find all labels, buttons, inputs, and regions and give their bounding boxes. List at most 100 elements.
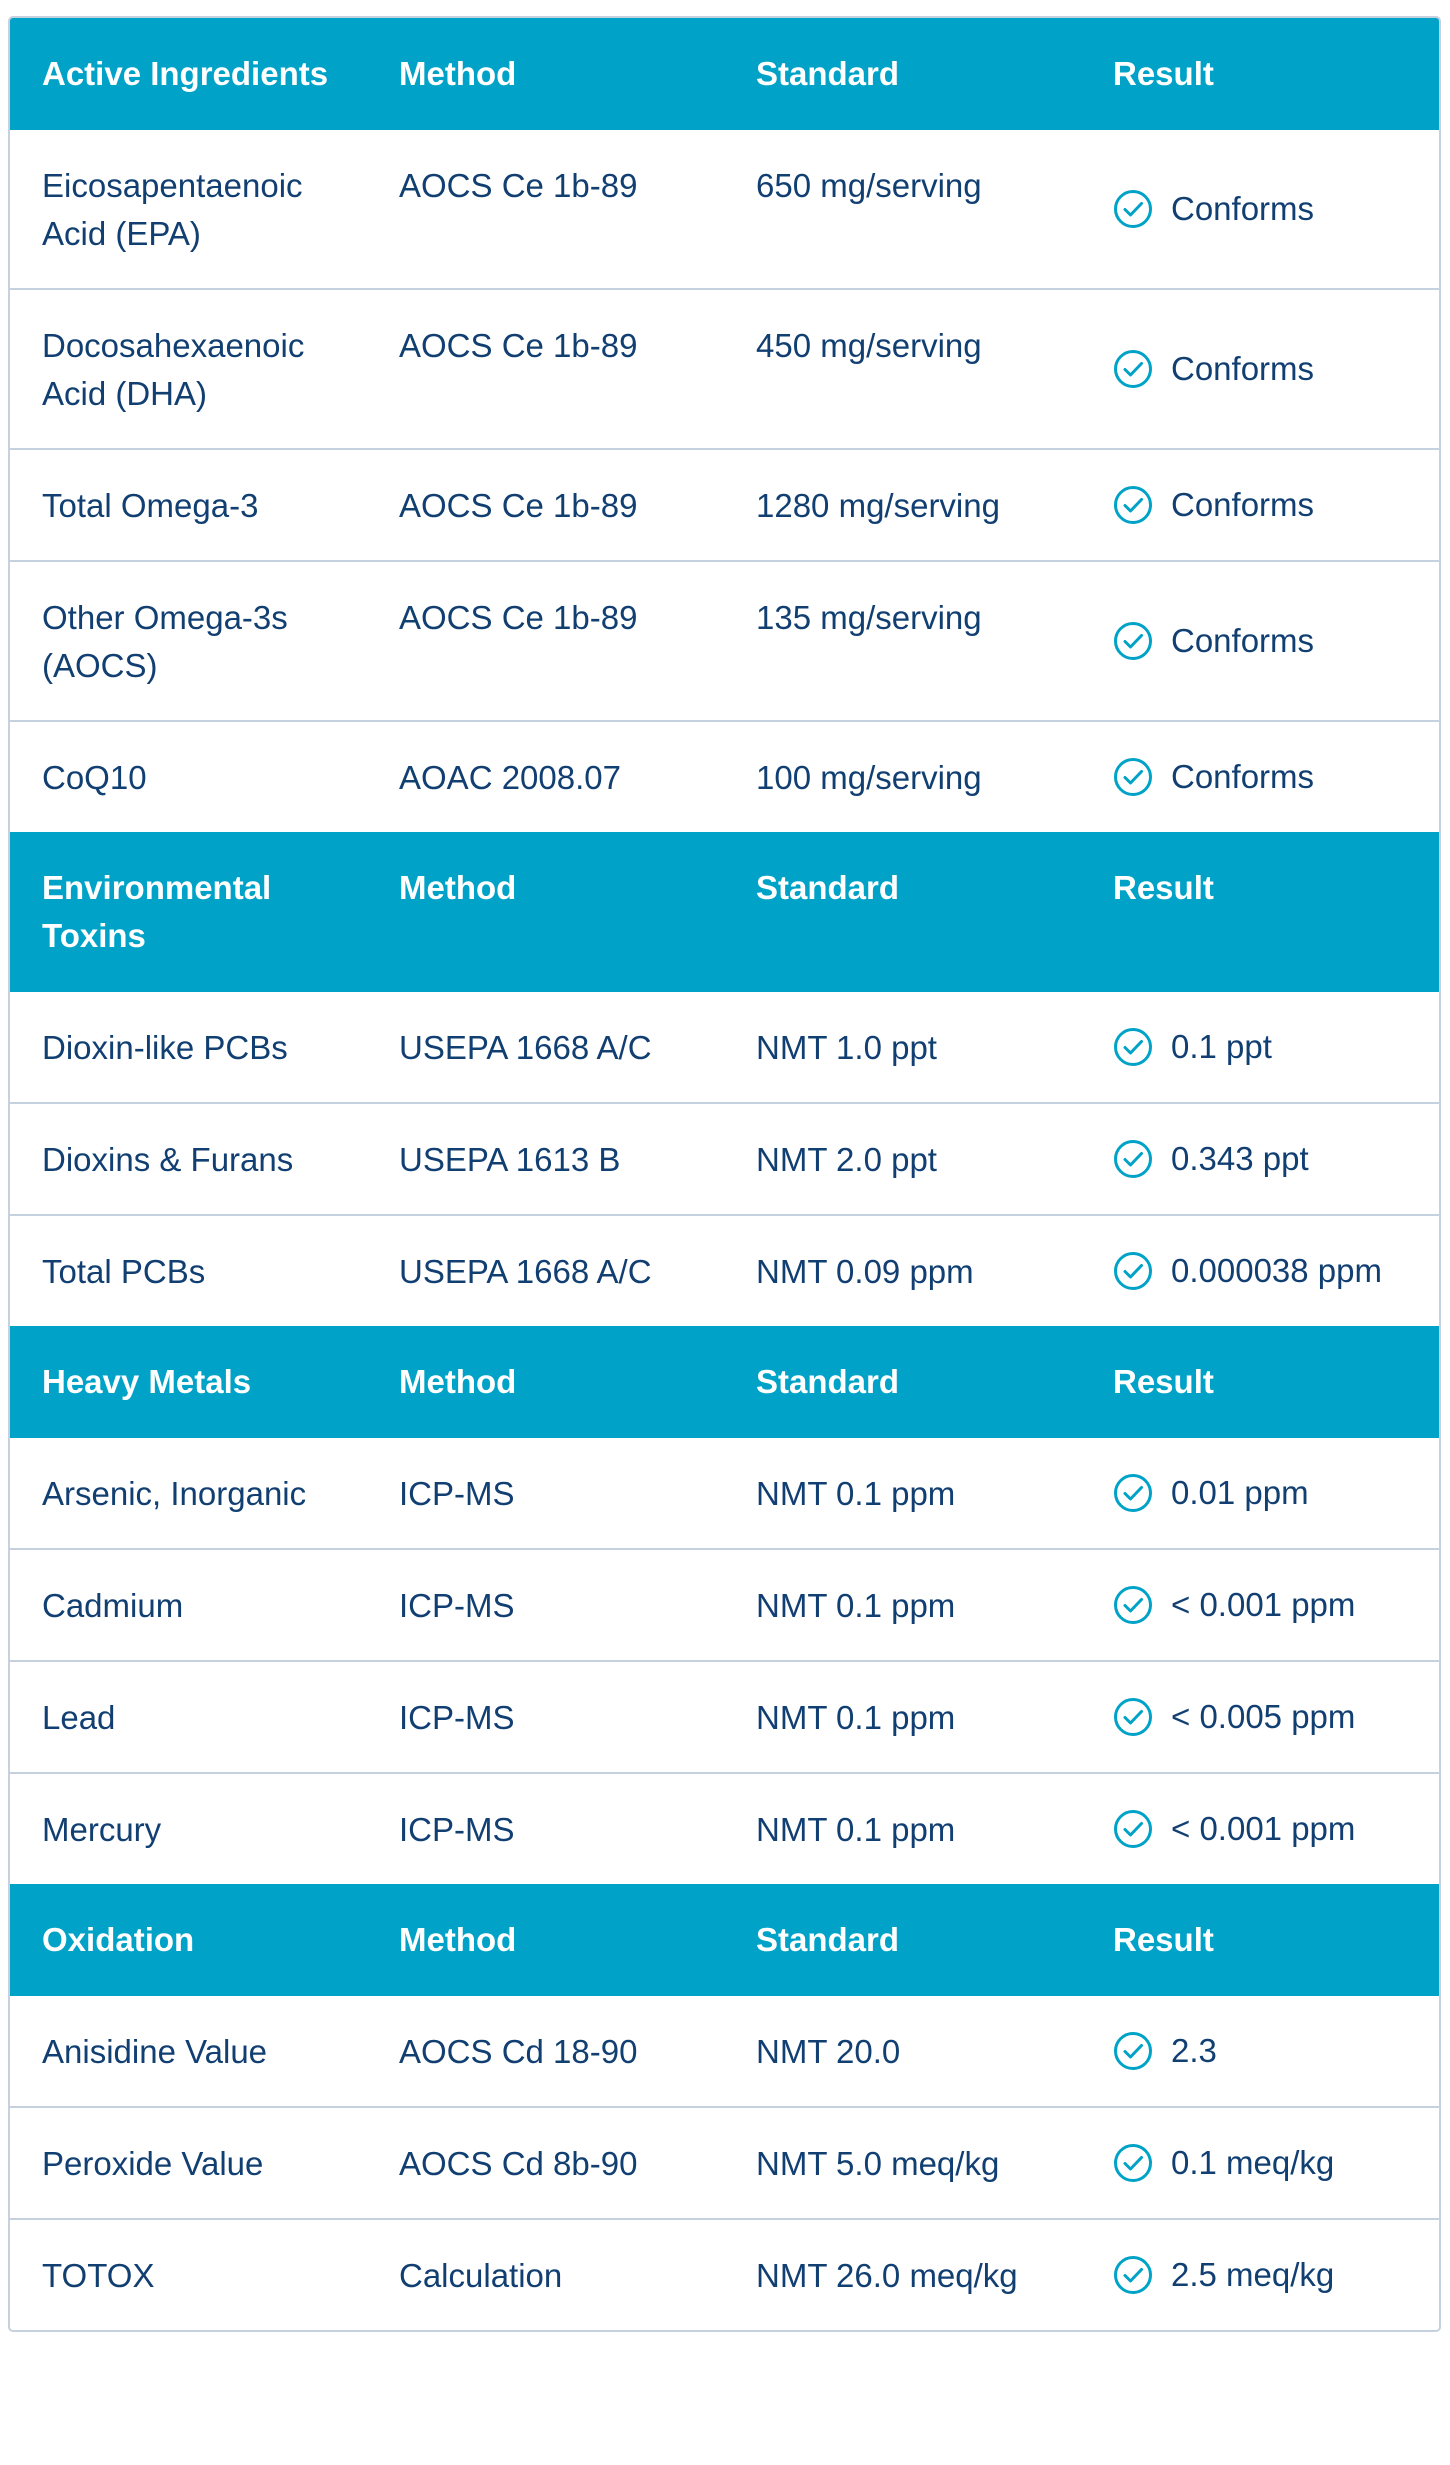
section-body-environmental-toxins: Dioxin-like PCBs USEPA 1668 A/C NMT 1.0 pp… [10, 992, 1439, 1326]
standard-value: NMT 5.0 meq/kg [756, 2145, 1000, 2182]
table-row: TOTOX Calculation NMT 26.0 meq/kg 2.5 meq/k… [10, 2220, 1439, 2330]
check-circle-icon [1113, 621, 1153, 661]
test-method: Calculation [399, 2257, 563, 2294]
table-row: Mercury ICP-MS NMT 0.1 ppm < 0.001 ppm [10, 1774, 1439, 1884]
column-header-result: Result [1113, 55, 1214, 92]
result-value: < 0.001 ppm [1171, 1586, 1356, 1623]
standard-value: NMT 20.0 [756, 2033, 901, 2070]
result-cell: 2.5 meq/kg [1081, 2220, 1439, 2330]
table-row: Cadmium ICP-MS NMT 0.1 ppm < 0.001 ppm [10, 1550, 1439, 1662]
result-cell: Conforms [1081, 562, 1439, 720]
test-method: AOCS Ce 1b-89 [399, 327, 638, 364]
section-title: Environmental Toxins [42, 869, 272, 954]
result-value: Conforms [1171, 486, 1315, 523]
table-row: Dioxins & Furans USEPA 1613 B NMT 2.0 ppt 0… [10, 1104, 1439, 1216]
result-cell: 2.3 [1081, 1996, 1439, 2106]
check-circle-icon [1113, 1473, 1153, 1513]
result-cell: Conforms [1081, 130, 1439, 288]
section-header-environmental-toxins: Environmental Toxins Method Standard Res… [10, 832, 1439, 992]
check-circle-icon [1113, 757, 1153, 797]
table-row: Other Omega-3s (AOCS) AOCS Ce 1b-89 135 mg… [10, 562, 1439, 722]
column-header-standard: Standard [756, 869, 900, 906]
column-header-standard: Standard [756, 1363, 900, 1400]
check-circle-icon [1113, 2143, 1153, 2183]
column-header-result: Result [1113, 1363, 1214, 1400]
section-header-active-ingredients: Active Ingredients Method Standard Resul… [10, 18, 1439, 130]
table-row: Docosahexaenoic Acid (DHA) AOCS Ce 1b-89 4… [10, 290, 1439, 450]
analyte-name: Mercury [42, 1811, 162, 1848]
analyte-name: Eicosapentaenoic Acid (EPA) [42, 167, 303, 252]
column-header-method: Method [399, 55, 517, 92]
result-cell: < 0.005 ppm [1081, 1662, 1439, 1772]
section-title: Oxidation [42, 1921, 195, 1958]
standard-value: 650 mg/serving [756, 167, 982, 204]
result-cell: 0.01 ppm [1081, 1438, 1439, 1548]
standard-value: 100 mg/serving [756, 759, 982, 796]
test-method: AOCS Cd 8b-90 [399, 2145, 638, 2182]
result-value: 0.1 meq/kg [1171, 2144, 1335, 2181]
table-row: Total Omega-3 AOCS Ce 1b-89 1280 mg/servin… [10, 450, 1439, 562]
column-header-standard: Standard [756, 55, 900, 92]
check-circle-icon [1113, 189, 1153, 229]
table-row: Peroxide Value AOCS Cd 8b-90 NMT 5.0 meq/k… [10, 2108, 1439, 2220]
table-row: Eicosapentaenoic Acid (EPA) AOCS Ce 1b-89… [10, 130, 1439, 290]
test-method: USEPA 1668 A/C [399, 1253, 652, 1290]
result-value: Conforms [1171, 758, 1315, 795]
analyte-name: Cadmium [42, 1587, 184, 1624]
analyte-name: CoQ10 [42, 759, 147, 796]
section-body-heavy-metals: Arsenic, Inorganic ICP-MS NMT 0.1 ppm 0.01 … [10, 1438, 1439, 1884]
column-header-method: Method [399, 869, 517, 906]
result-value: 0.000038 ppm [1171, 1252, 1383, 1289]
standard-value: NMT 0.09 ppm [756, 1253, 974, 1290]
column-header-method: Method [399, 1921, 517, 1958]
test-method: ICP-MS [399, 1811, 515, 1848]
result-cell: < 0.001 ppm [1081, 1550, 1439, 1660]
check-circle-icon [1113, 2255, 1153, 2295]
analyte-name: Peroxide Value [42, 2145, 264, 2182]
result-value: Conforms [1171, 190, 1315, 227]
standard-value: 450 mg/serving [756, 327, 982, 364]
standard-value: NMT 0.1 ppm [756, 1587, 956, 1624]
result-cell: 0.1 ppt [1081, 992, 1439, 1102]
test-results-table: Active Ingredients Method Standard Resul… [8, 16, 1441, 2332]
check-circle-icon [1113, 1251, 1153, 1291]
check-circle-icon [1113, 349, 1153, 389]
analyte-name: Dioxins & Furans [42, 1141, 294, 1178]
test-method: AOCS Ce 1b-89 [399, 487, 638, 524]
result-cell: 0.1 meq/kg [1081, 2108, 1439, 2218]
column-header-method: Method [399, 1363, 517, 1400]
section-header-oxidation: Oxidation Method Standard Result [10, 1884, 1439, 1996]
section-header-heavy-metals: Heavy Metals Method Standard Result [10, 1326, 1439, 1438]
check-circle-icon [1113, 485, 1153, 525]
standard-value: NMT 2.0 ppt [756, 1141, 937, 1178]
standard-value: NMT 0.1 ppm [756, 1811, 956, 1848]
check-circle-icon [1113, 1697, 1153, 1737]
standard-value: 135 mg/serving [756, 599, 982, 636]
column-header-result: Result [1113, 869, 1214, 906]
result-value: 0.1 ppt [1171, 1028, 1272, 1065]
column-header-standard: Standard [756, 1921, 900, 1958]
analyte-name: Dioxin-like PCBs [42, 1029, 288, 1066]
result-value: Conforms [1171, 622, 1315, 659]
test-method: AOCS Ce 1b-89 [399, 167, 638, 204]
result-cell: Conforms [1081, 722, 1439, 832]
check-circle-icon [1113, 1809, 1153, 1849]
column-header-result: Result [1113, 1921, 1214, 1958]
standard-value: NMT 0.1 ppm [756, 1475, 956, 1512]
analyte-name: Anisidine Value [42, 2033, 268, 2070]
test-method: USEPA 1613 B [399, 1141, 621, 1178]
result-cell: < 0.001 ppm [1081, 1774, 1439, 1884]
test-method: ICP-MS [399, 1699, 515, 1736]
result-cell: 0.343 ppt [1081, 1104, 1439, 1214]
standard-value: NMT 0.1 ppm [756, 1699, 956, 1736]
result-cell: Conforms [1081, 450, 1439, 560]
result-value: 2.3 [1171, 2032, 1217, 2069]
table-row: Total PCBs USEPA 1668 A/C NMT 0.09 ppm 0.00… [10, 1216, 1439, 1326]
analyte-name: Arsenic, Inorganic [42, 1475, 307, 1512]
result-value: 0.01 ppm [1171, 1474, 1309, 1511]
analyte-name: Other Omega-3s (AOCS) [42, 599, 288, 684]
table-row: CoQ10 AOAC 2008.07 100 mg/serving Conforms [10, 722, 1439, 832]
section-body-oxidation: Anisidine Value AOCS Cd 18-90 NMT 20.0 2.3 P… [10, 1996, 1439, 2330]
section-body-active-ingredients: Eicosapentaenoic Acid (EPA) AOCS Ce 1b-89… [10, 130, 1439, 832]
test-method: ICP-MS [399, 1475, 515, 1512]
